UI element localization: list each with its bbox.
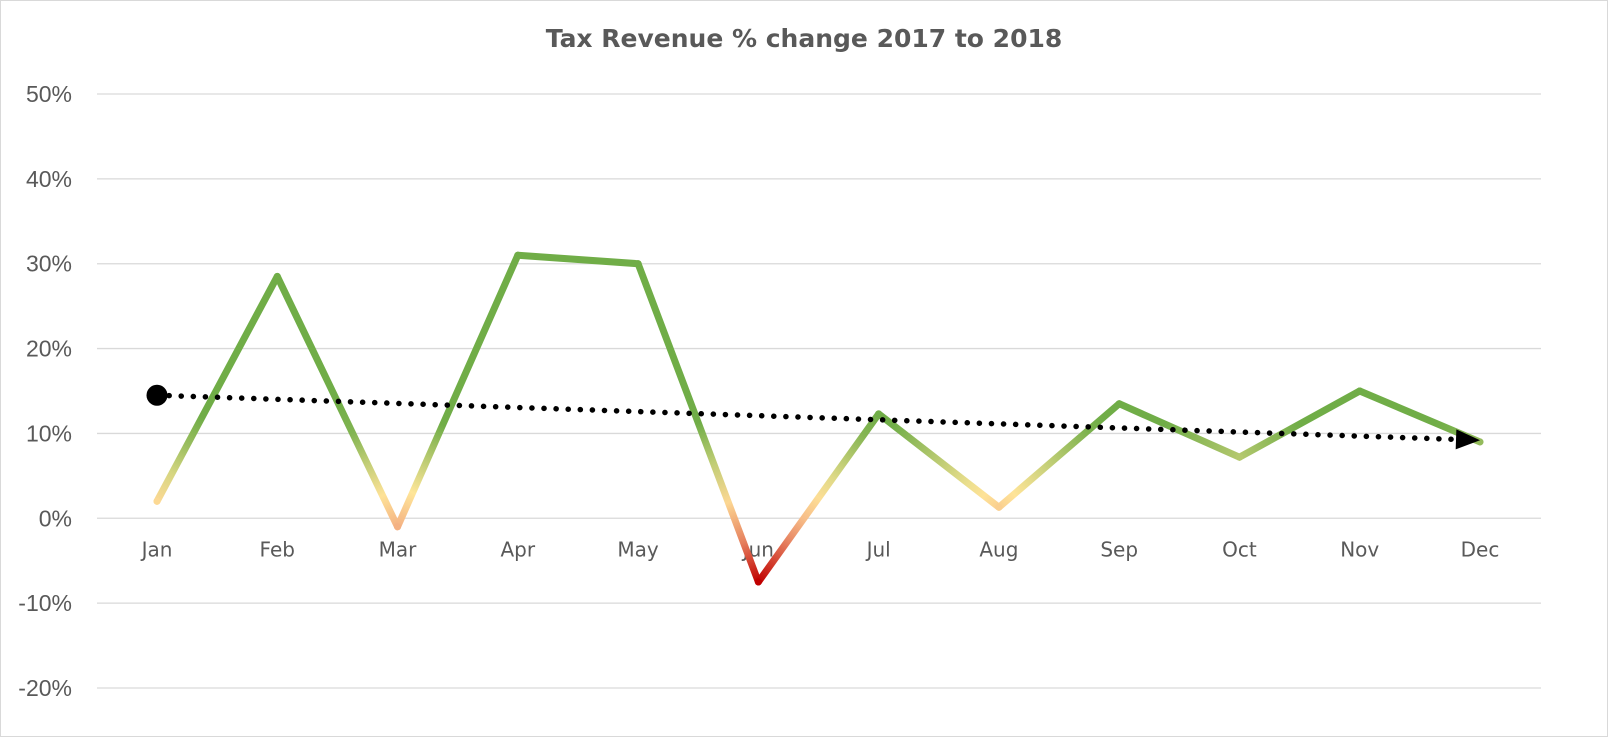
data-point (875, 410, 883, 418)
x-tick-label: Nov (1340, 537, 1379, 561)
x-tick-label: Apr (501, 537, 536, 561)
x-tick-label: Dec (1461, 537, 1500, 561)
data-point (273, 272, 281, 280)
data-point (1115, 400, 1123, 408)
data-point (634, 260, 642, 268)
x-tick-label: May (617, 537, 659, 561)
x-tick-label: Oct (1222, 537, 1257, 561)
series-segment (514, 251, 642, 268)
y-tick-label: 0% (39, 505, 72, 531)
series-segment (1235, 387, 1364, 461)
series-segment (153, 272, 281, 505)
data-point (995, 503, 1003, 511)
trendline-start-dot (146, 384, 168, 406)
data-point (514, 251, 522, 259)
y-axis-tick-labels: 50% 40% 30% 20% 10% 0% -10% -20% (18, 81, 72, 701)
x-tick-label: Jan (140, 537, 173, 561)
x-tick-label: Feb (260, 537, 295, 561)
x-tick-label: Jul (865, 537, 891, 561)
x-tick-label: Sep (1100, 537, 1138, 561)
y-tick-label: 30% (26, 251, 72, 277)
y-tick-label: 20% (26, 336, 72, 362)
data-point (1235, 453, 1243, 461)
data-point (754, 578, 762, 586)
y-tick-label: 50% (26, 81, 72, 107)
series-line (153, 251, 1484, 586)
y-tick-label: 10% (26, 420, 72, 446)
series-segment (394, 251, 522, 531)
x-tick-label: Mar (379, 537, 418, 561)
trendline-path (154, 392, 1467, 443)
data-point (394, 523, 402, 531)
series-segment (875, 410, 1003, 511)
y-tick-label: 40% (26, 166, 72, 192)
gridlines (97, 93, 1541, 689)
series-segment (754, 410, 883, 586)
trendline-arrowhead (1455, 429, 1480, 450)
data-point (153, 497, 161, 505)
y-tick-label: -10% (18, 590, 72, 616)
series-segment (634, 260, 762, 586)
x-tick-label: Aug (979, 537, 1018, 561)
series-segment (1115, 400, 1243, 461)
y-tick-label: -20% (18, 675, 72, 701)
x-axis-tick-labels: Jan Feb Mar Apr May Jun Jul Aug Sep Oct Nov Dec (140, 537, 1500, 561)
data-point (1356, 387, 1364, 395)
series-segment (995, 400, 1123, 511)
chart-title: Tax Revenue % change 2017 to 2018 (545, 24, 1063, 53)
trendline (146, 384, 1480, 450)
